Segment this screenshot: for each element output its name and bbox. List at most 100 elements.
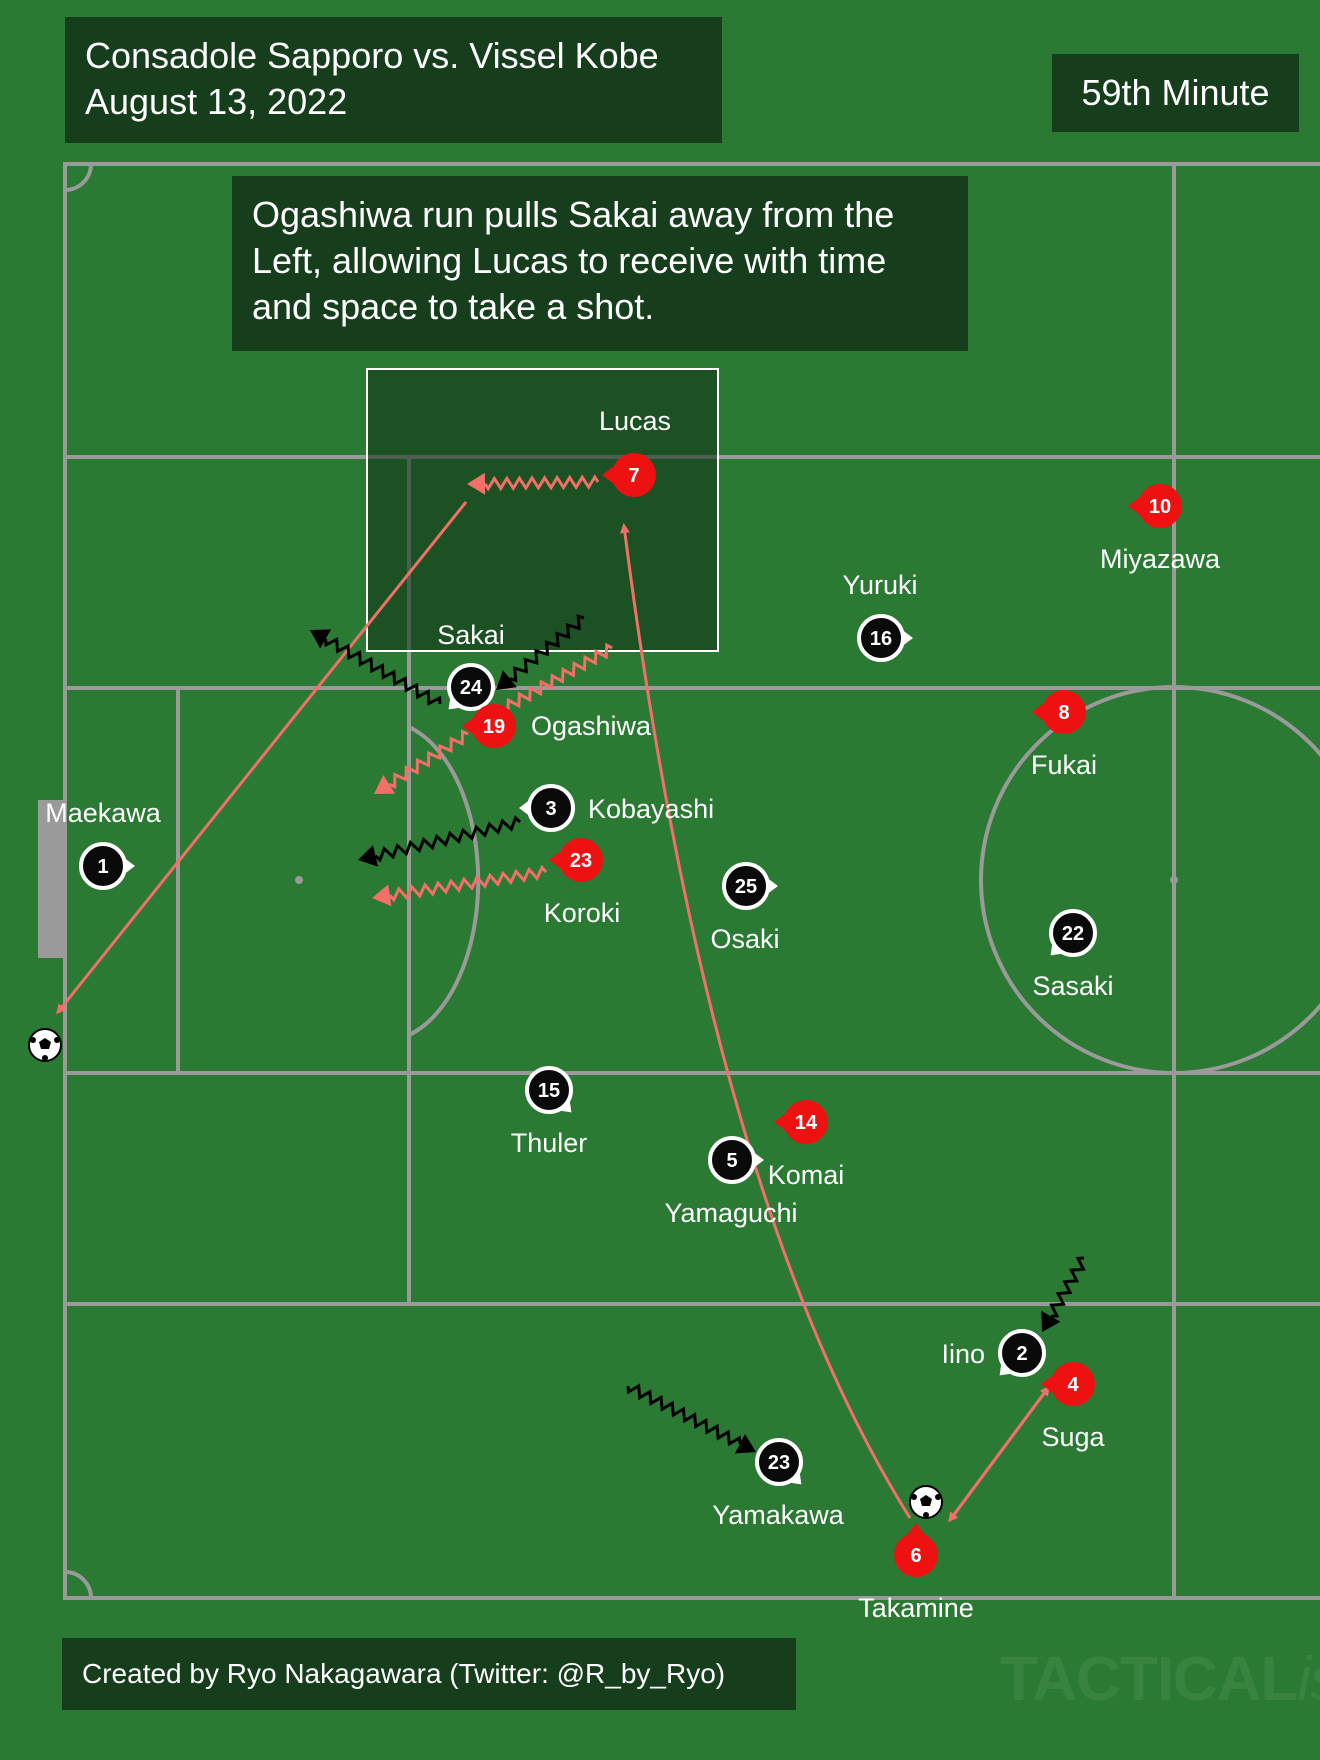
player-name: Takamine (858, 1593, 974, 1623)
player-token (559, 838, 603, 882)
run-arrow-ogashiwa-forward (388, 729, 469, 789)
match-minute: 59th Minute (1052, 54, 1299, 132)
player-number: 15 (538, 1080, 560, 1102)
match-title: Consadole Sapporo vs. Vissel Kobe (85, 35, 659, 76)
direction-indicator (549, 851, 561, 869)
player-token (472, 704, 516, 748)
player-name: Osaki (710, 924, 779, 954)
player-token (447, 663, 495, 711)
player-token (784, 1100, 828, 1144)
match-date: August 13, 2022 (85, 81, 348, 122)
player-number: 23 (570, 850, 592, 872)
player-token (527, 784, 575, 832)
player-marker-fukai: 8 Fukai (1031, 690, 1097, 780)
tacticalista-watermark: TACTICALista (1000, 1640, 1320, 1720)
player-token (79, 842, 127, 890)
direction-indicator (1128, 497, 1140, 515)
player-name: Yuruki (842, 570, 917, 600)
player-number: 7 (628, 465, 639, 487)
ball-icon (28, 1028, 62, 1062)
arrow-head (358, 845, 379, 867)
player-token (857, 614, 905, 662)
player-name: Suga (1041, 1422, 1105, 1452)
player-marker-koroki: 23 Koroki (544, 838, 621, 928)
player-name: Komai (768, 1160, 845, 1190)
ball-icon (909, 1485, 943, 1519)
player-marker-yamakawa: 23 Yamakawa (712, 1438, 845, 1530)
pass-arrow-takamine-lucas (619, 523, 912, 1519)
direction-indicator (1041, 1375, 1053, 1393)
player-name: Yamaguchi (664, 1198, 797, 1228)
highlight-zone (366, 368, 719, 652)
run-arrow-iino (1049, 1256, 1086, 1318)
player-number: 19 (483, 716, 505, 738)
arrow-head (310, 629, 332, 649)
player-marker-sakai: 24 Sakai (437, 620, 505, 711)
player-token (1042, 690, 1086, 734)
player-token (755, 1438, 803, 1486)
player-marker-yuruki: 16 Yuruki (842, 570, 918, 662)
pass-arrow-takamine-suga (948, 1385, 1050, 1521)
player-name: Thuler (511, 1128, 588, 1158)
player-number: 23 (768, 1452, 790, 1474)
player-name: Maekawa (45, 798, 162, 828)
player-number: 5 (726, 1150, 737, 1172)
run-arrow-koroki (388, 864, 548, 903)
player-marker-ogashiwa: 19 Ogashiwa (462, 704, 652, 748)
run-arrow-sakai-forward (509, 614, 585, 683)
watermark-italic: ista (1297, 1645, 1320, 1714)
run-arrow-ogashiwa-back (490, 642, 613, 721)
player-token (708, 1136, 756, 1184)
player-name: Iino (941, 1339, 985, 1369)
player-marker-miyazawa: 10 Miyazawa (1100, 484, 1221, 574)
player-number: 8 (1058, 702, 1069, 724)
goal-mouth (38, 800, 65, 958)
direction-indicator (462, 717, 474, 735)
player-marker-takamine: 6 Takamine (858, 1523, 974, 1623)
player-token (612, 453, 656, 497)
player-token (1138, 484, 1182, 528)
player-token (1051, 1362, 1095, 1406)
player-token (1049, 909, 1097, 957)
arrow-head (1041, 1310, 1061, 1332)
player-number: 6 (910, 1545, 921, 1567)
player-number: 24 (460, 677, 483, 699)
run-arrow-lucas (483, 474, 600, 492)
run-arrow-yamakawa (626, 1383, 742, 1447)
movement-arrows (56, 501, 1050, 1523)
player-token (525, 1066, 573, 1114)
player-number: 2 (1016, 1343, 1027, 1365)
direction-indicator (774, 1113, 786, 1131)
penalty-spot (295, 876, 303, 884)
player-marker-maekawa: 1 Maekawa (45, 798, 162, 890)
arrow-head (734, 1433, 756, 1454)
player-token (722, 862, 770, 910)
player-marker-lucas: 7 Lucas (599, 406, 671, 497)
player-name: Miyazawa (1100, 544, 1221, 574)
arrow-head (374, 775, 396, 794)
player-name: Sakai (437, 620, 505, 650)
player-marker-iino: 2 Iino (941, 1329, 1046, 1377)
players-layer: 7 Lucas 10 Miyazawa 16 Yuruki 24 Sakai 19 Ogashiw… (45, 406, 1221, 1623)
player-name: Fukai (1031, 750, 1097, 780)
direction-indicator (602, 466, 614, 484)
player-marker-yamaguchi: 5 Yamaguchi (664, 1136, 798, 1228)
player-marker-komai: 14 Komai (768, 1100, 845, 1190)
arrow-head (496, 670, 517, 690)
player-number: 3 (545, 798, 556, 820)
direction-indicator (1032, 703, 1044, 721)
player-marker-sasaki: 22 Sasaki (1032, 909, 1114, 1001)
player-name: Koroki (544, 898, 621, 928)
player-marker-osaki: 25 Osaki (710, 862, 780, 954)
player-number: 10 (1149, 496, 1171, 518)
pass-arrow-lucas-cross (56, 501, 468, 1015)
player-number: 22 (1062, 923, 1084, 945)
player-name: Sasaki (1032, 971, 1113, 1001)
credit-text: Created by Ryo Nakagawara (Twitter: @R_b… (62, 1638, 796, 1710)
player-name: Kobayashi (588, 794, 714, 824)
player-name: Lucas (599, 406, 671, 436)
player-token (894, 1533, 938, 1577)
player-number: 25 (735, 876, 757, 898)
player-number: 16 (870, 628, 892, 650)
